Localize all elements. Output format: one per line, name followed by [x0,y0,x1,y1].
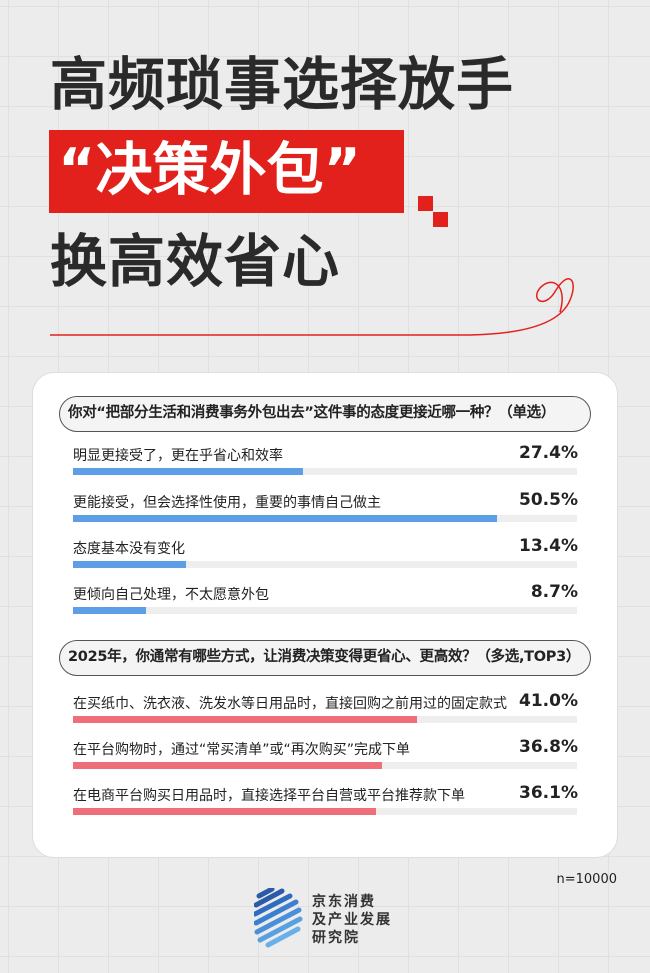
title-line-2: “决策外包” [58,137,361,203]
bar-fill [73,808,377,815]
bar-fill [73,561,186,568]
survey-card: 你对“把部分生活和消费事务外包出去”这件事的态度更接近哪一种？（单选） 明显更接… [32,372,618,858]
option-label: 在平台购物时，通过“常买清单”或“再次购买”完成下单 [73,742,411,758]
option-label: 态度基本没有变化 [73,541,185,557]
option-label: 更能接受，但会选择性使用，重要的事情自己做主 [73,495,381,511]
option-percent: 8.7% [530,582,578,602]
decor-square [418,196,433,211]
logo-text-1: 京东消费 [312,894,376,910]
bar-fill [73,716,418,723]
question-1: 你对“把部分生活和消费事务外包出去”这件事的态度更接近哪一种？（单选） [59,396,591,432]
option-label: 更倾向自己处理，不太愿意外包 [73,587,269,603]
bar-track [73,808,577,815]
option-percent: 41.0% [519,691,578,711]
sample-size: n=10000 [556,872,618,887]
option-percent: 36.1% [519,783,578,803]
logo-text-3: 研究院 [312,930,360,946]
logo-text-2: 及产业发展 [312,912,392,928]
bar-fill [73,515,498,522]
bar-track [73,468,577,475]
striped-circle-logo-icon [254,888,303,948]
option-percent: 50.5% [519,490,578,510]
title-highlight-box [49,130,404,213]
title-line-1: 高频琐事选择放手 [50,52,514,118]
decor-red-swirl-line [50,278,574,336]
option-label: 在买纸巾、洗衣液、洗发水等日用品时，直接回购之前用过的固定款式 [73,696,507,712]
bar-track [73,515,577,522]
option-percent: 36.8% [519,737,578,757]
bar-track [73,561,577,568]
bar-fill [73,762,383,769]
decor-square [433,212,448,227]
bar-fill [73,468,304,475]
bar-track [73,716,577,723]
question-2: 2025年，你通常有哪些方式，让消费决策变得更省心、更高效？（多选,TOP3） [59,640,591,676]
bar-track [73,607,577,614]
title-line-3: 换高效省心 [50,229,340,295]
bar-track [73,762,577,769]
option-percent: 27.4% [519,443,578,463]
option-percent: 13.4% [519,536,578,556]
option-label: 明显更接受了，更在乎省心和效率 [73,448,283,464]
bar-fill [73,607,147,614]
option-label: 在电商平台购买日用品时，直接选择平台自营或平台推荐款下单 [73,788,465,804]
